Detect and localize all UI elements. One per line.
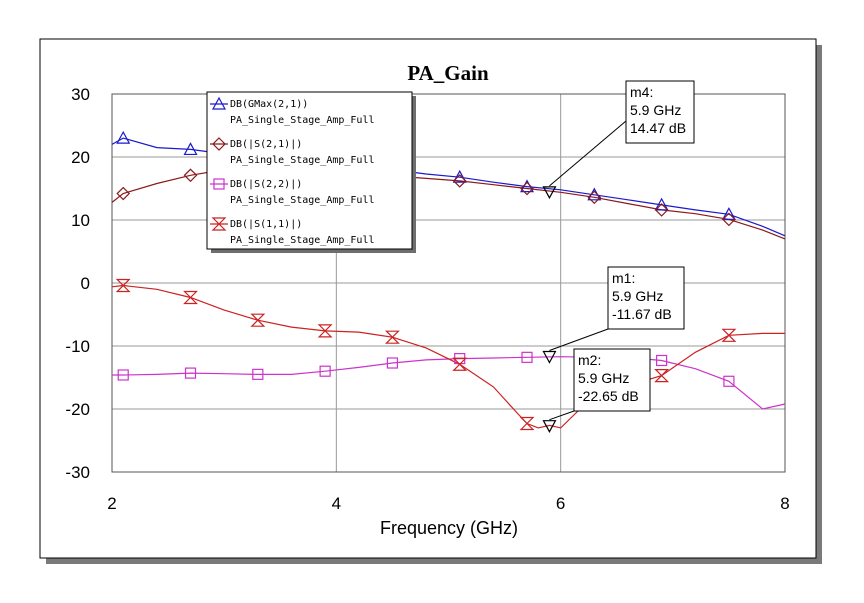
series-point-1 <box>654 197 669 211</box>
marker-readout-box <box>625 80 695 144</box>
legend-series-name: DB(GMax(2,1)) <box>230 99 308 110</box>
series-point-4 <box>654 369 670 383</box>
legend-series-source: PA_Single_Stage_Amp_Full <box>230 115 375 126</box>
x-tick-label: 8 <box>780 494 789 513</box>
marker-readout-box <box>573 348 651 412</box>
y-tick-label: -10 <box>65 337 90 356</box>
series-point-1 <box>183 142 198 156</box>
marker-freq: 5.9 GHz <box>612 288 663 304</box>
series-point-2 <box>654 203 669 217</box>
series-point-3 <box>521 351 533 363</box>
y-tick-label: -20 <box>65 400 90 419</box>
legend-series-name: DB(|S(2,2)|) <box>230 179 302 190</box>
frame <box>39 38 817 559</box>
marker-readout-box <box>607 266 685 330</box>
series-point-3 <box>319 365 331 377</box>
legend[interactable]: DB(GMax(2,1)) PA_Single_Stage_Amp_Full DB(… <box>206 91 416 253</box>
series-point-2 <box>722 212 736 227</box>
legend-swatch-symbol <box>212 137 226 151</box>
marker-name: m4: <box>630 84 653 100</box>
marker-value: -11.67 dB <box>612 306 672 322</box>
legend-series-name: DB(|S(1,1)|) <box>230 219 302 230</box>
marker-name: m1: <box>612 270 635 286</box>
legend-swatch-symbol <box>211 96 227 110</box>
marker-point-m2 <box>542 420 557 433</box>
x-tick-label: 6 <box>556 494 565 513</box>
series-point-4 <box>452 357 468 371</box>
x-axis-title: Frequency (GHz) <box>380 518 518 538</box>
series-point-3 <box>252 368 264 380</box>
series-point-1 <box>452 169 467 183</box>
marker-freq: 5.9 GHz <box>578 370 629 386</box>
series-point-3 <box>117 369 129 381</box>
marker-value: -22.65 dB <box>578 388 639 404</box>
chart-title: PA_Gain <box>407 61 489 85</box>
y-tick-label: 10 <box>71 211 90 230</box>
marker-leader-line <box>549 328 609 351</box>
series-point-4 <box>183 290 198 305</box>
series-point-3 <box>386 357 399 369</box>
marker-point-m4 <box>542 186 557 200</box>
marker-name: m2: <box>578 352 601 368</box>
legend-series-source: PA_Single_Stage_Amp_Full <box>230 235 375 246</box>
marker-point-m1 <box>542 350 557 364</box>
marker-value: 14.47 dB <box>630 120 686 136</box>
series-point-1 <box>116 130 131 144</box>
series-point-2 <box>116 186 131 201</box>
series-point-3 <box>723 375 735 387</box>
series-point-4 <box>519 416 535 431</box>
legend-box <box>206 91 413 250</box>
series-point-3 <box>184 367 197 379</box>
series-point-2 <box>587 190 602 205</box>
legend-swatch-symbol <box>211 217 227 231</box>
series-point-4 <box>250 313 266 327</box>
marker-leader-line <box>549 410 575 421</box>
series-point-4 <box>721 328 737 342</box>
legend-swatch-symbol <box>213 178 225 190</box>
series-point-4 <box>384 330 400 344</box>
series-point-4 <box>317 324 333 338</box>
x-tick-label: 4 <box>332 494 341 513</box>
y-tick-label: 30 <box>71 85 90 104</box>
series-point-2 <box>520 181 534 196</box>
y-tick-label: 20 <box>71 148 90 167</box>
series-point-3 <box>656 354 668 367</box>
series-point-2 <box>183 168 198 183</box>
marker-readouts: m4: 5.9 GHz 14.47 dB m1: 5.9 GHz -11.67 dB m2:… <box>542 80 695 433</box>
legend-series-source: PA_Single_Stage_Amp_Full <box>230 195 375 206</box>
series-point-2 <box>452 174 467 188</box>
plot-border <box>111 93 786 473</box>
y-tick-label: 0 <box>81 274 90 293</box>
legend-series-name: DB(|S(2,1)|) <box>230 139 302 150</box>
y-tick-labels: 30 20 10 0 -10 -20 -30 <box>65 85 90 482</box>
x-tick-labels: 2 4 6 8 <box>107 494 789 513</box>
marker-freq: 5.9 GHz <box>630 102 681 118</box>
series-point-4 <box>115 278 131 293</box>
y-tick-label: -30 <box>65 463 90 482</box>
x-tick-label: 2 <box>107 494 116 513</box>
series-point-1 <box>721 207 736 220</box>
legend-series-source: PA_Single_Stage_Amp_Full <box>230 155 375 166</box>
marker-leader-line <box>549 120 627 187</box>
